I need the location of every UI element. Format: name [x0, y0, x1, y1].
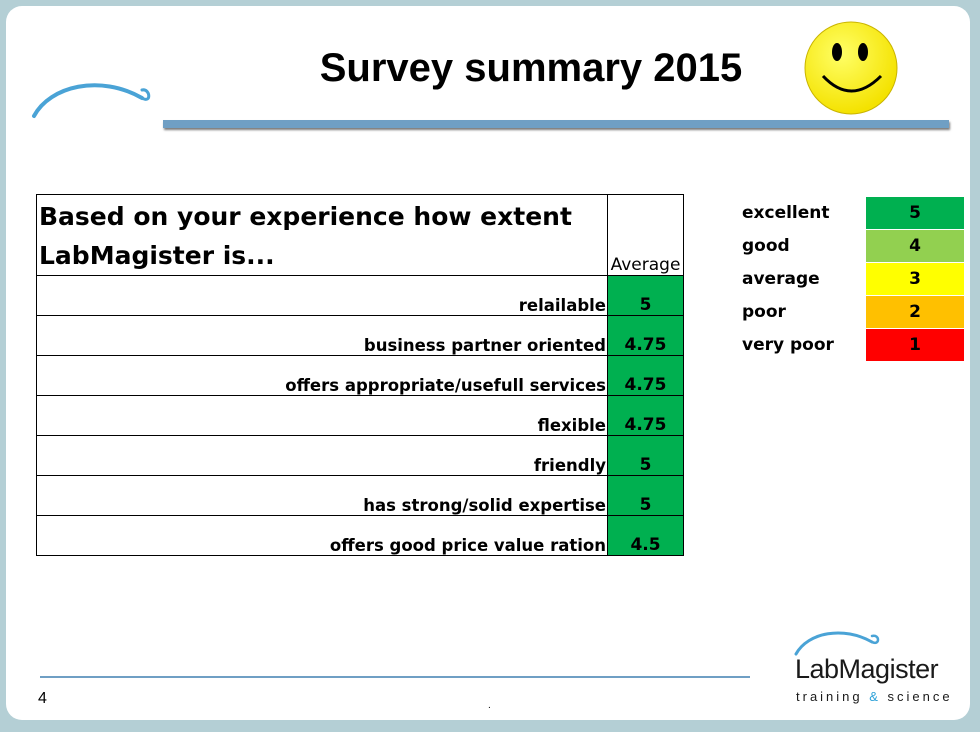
criterion-label: offers appropriate/usefull services [36, 355, 608, 396]
average-value: 5 [607, 475, 684, 516]
legend-score: 4 [866, 230, 964, 263]
table-header-row: Based on your experience how extent LabM… [36, 194, 684, 276]
legend-row: very poor 1 [740, 329, 966, 362]
legend-score: 5 [866, 197, 964, 230]
page-number: 4 [38, 690, 47, 707]
criterion-label: business partner oriented [36, 315, 608, 356]
survey-question: Based on your experience how extent LabM… [36, 194, 608, 276]
logo-swirl-icon [32, 83, 151, 118]
legend-label: very poor [742, 335, 834, 355]
table-row: flexible 4.75 [36, 395, 684, 436]
criterion-label: has strong/solid expertise [36, 475, 608, 516]
legend-row: poor 2 [740, 296, 966, 329]
average-value: 4.5 [607, 515, 684, 556]
average-value: 5 [607, 435, 684, 476]
table-row: offers appropriate/usefull services 4.75 [36, 355, 684, 396]
legend-label: good [742, 236, 790, 256]
survey-table: Based on your experience how extent LabM… [36, 194, 684, 556]
legend-label: average [742, 269, 820, 289]
table-row: relailable 5 [36, 275, 684, 316]
average-value: 5 [607, 275, 684, 316]
logo-tagline: training & science [796, 689, 953, 704]
header-divider [163, 120, 949, 128]
table-row: offers good price value ration 4.5 [36, 515, 684, 556]
average-value: 4.75 [607, 315, 684, 356]
legend-score: 2 [866, 296, 964, 329]
footer-dot: . [488, 700, 491, 711]
smiley-icon [804, 21, 898, 115]
legend-label: poor [742, 302, 786, 322]
table-row: friendly 5 [36, 435, 684, 476]
average-header: Average [607, 194, 684, 276]
legend-row: good 4 [740, 230, 966, 263]
legend-score: 1 [866, 329, 964, 362]
logo-name: LabMagister [795, 654, 939, 684]
company-logo: LabMagister training & science [792, 624, 952, 708]
criterion-label: relailable [36, 275, 608, 316]
criterion-label: friendly [36, 435, 608, 476]
logo-swirl-icon [794, 631, 880, 656]
legend-row: average 3 [740, 263, 966, 296]
page-title: Survey summary 2015 [319, 46, 743, 90]
legend-score: 3 [866, 263, 964, 296]
table-row: business partner oriented 4.75 [36, 315, 684, 356]
table-row: has strong/solid expertise 5 [36, 475, 684, 516]
legend-row: excellent 5 [740, 197, 966, 230]
average-value: 4.75 [607, 395, 684, 436]
legend-label: excellent [742, 203, 830, 223]
criterion-label: offers good price value ration [36, 515, 608, 556]
footer-divider [40, 676, 750, 678]
criterion-label: flexible [36, 395, 608, 436]
average-value: 4.75 [607, 355, 684, 396]
